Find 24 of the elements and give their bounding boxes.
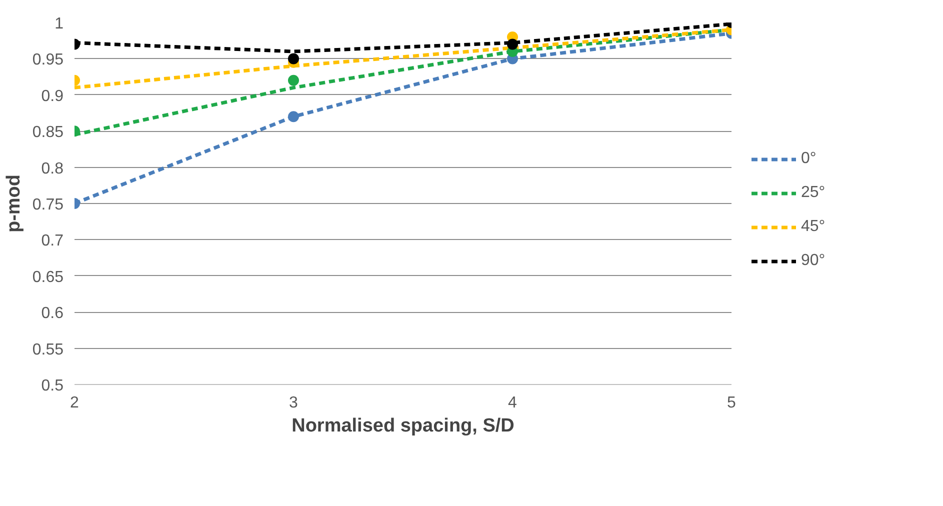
x-tick-label: 4 [508, 394, 518, 412]
point [288, 53, 299, 64]
y-tick-label: 0.7 [41, 232, 64, 250]
x-axis-title: Normalised spacing, S/D [292, 416, 514, 436]
point [507, 38, 518, 50]
point [288, 74, 299, 86]
y-tick-label: 0.9 [41, 88, 64, 105]
y-tick-label: 0.8 [41, 160, 64, 178]
y-tick-label: 0.55 [32, 341, 64, 358]
legend-label: 90° [801, 252, 826, 270]
x-tick-label: 3 [289, 394, 298, 412]
x-tick-label: 2 [70, 394, 80, 412]
y-tick-label: 0.65 [32, 268, 64, 286]
legend-label: 45° [801, 218, 826, 236]
y-tick-label: 0.85 [32, 124, 64, 142]
y-tick-label: 0.75 [32, 196, 64, 214]
y-tick-label: 1 [54, 16, 64, 32]
legend-label: 25° [801, 184, 826, 202]
y-tick-label: 0.6 [41, 305, 64, 322]
x-tick-label: 5 [727, 394, 736, 412]
y-tick-label: 0.5 [41, 378, 64, 394]
legend-label: 0° [801, 150, 818, 168]
y-tick-label: 0.95 [32, 52, 64, 69]
y-axis-title: p-mod [3, 174, 24, 233]
